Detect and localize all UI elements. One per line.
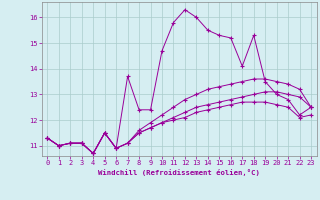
X-axis label: Windchill (Refroidissement éolien,°C): Windchill (Refroidissement éolien,°C): [98, 169, 260, 176]
